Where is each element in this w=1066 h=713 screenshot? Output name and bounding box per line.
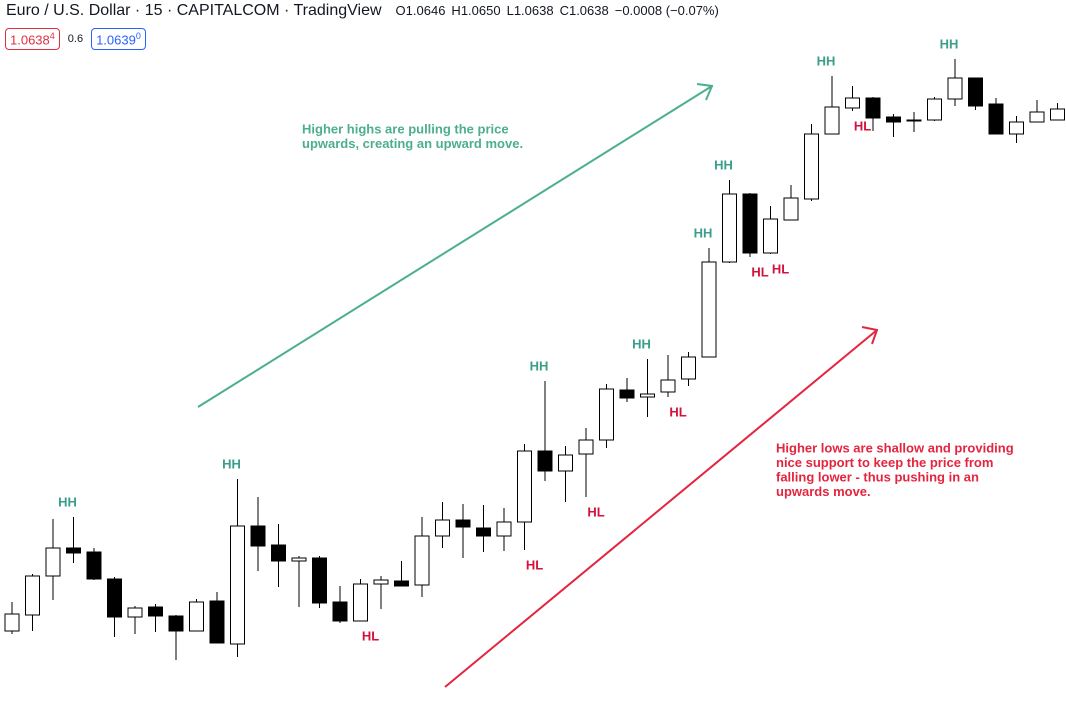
candle-body (230, 525, 245, 645)
hl-label: HL (587, 504, 604, 519)
candle-body (168, 615, 184, 632)
ask-button[interactable]: 1.06390 (91, 28, 146, 51)
candle-body (886, 116, 901, 123)
note-line: upwards move. (776, 484, 871, 499)
candle-body (496, 521, 512, 537)
candle-body (1050, 108, 1065, 121)
candle-body (660, 379, 676, 393)
symbol: Euro / U.S. Dollar · 15 · CAPITALCOM · T… (6, 2, 382, 19)
candle-body (578, 439, 594, 455)
candle-body (722, 193, 737, 263)
ohlc-key: H (451, 3, 461, 18)
candle-body (968, 77, 983, 107)
note-line: Higher lows are shallow and providing (776, 440, 1014, 455)
candle-body (988, 103, 1004, 135)
candle-body (127, 607, 143, 618)
ask: 1.0639 (96, 32, 136, 48)
ohlc-key: L (506, 3, 514, 18)
hl-label: HL (669, 404, 686, 419)
quotes: 1.06384 0.6 1.06390 (5, 28, 146, 51)
candle-body (640, 393, 655, 398)
candle-body (414, 535, 430, 586)
candle-body (681, 356, 696, 380)
candle-body (763, 218, 778, 254)
ask-frac: 0 (135, 31, 141, 41)
candle-body (291, 557, 307, 562)
ohlc: O1.0646 H1.0650 L1.0638 C1.0638 −0.0008 … (396, 3, 719, 18)
candle-body (845, 97, 860, 109)
candle-body (742, 193, 758, 254)
ohlc-value: 1.0646 (405, 3, 446, 18)
hh-label: HH (694, 225, 713, 240)
candle-body (107, 578, 122, 618)
candle-body (189, 601, 204, 632)
candle-body (558, 454, 573, 472)
bid-frac: 4 (49, 31, 55, 41)
red-arrow (444, 326, 879, 688)
header: Euro / U.S. Dollar · 15 · CAPITALCOM · T… (6, 2, 719, 20)
candle-body (148, 606, 163, 617)
candle-body (45, 547, 61, 577)
candle-body (537, 450, 553, 472)
hl-label: HL (854, 118, 871, 133)
hh-label: HH (530, 358, 549, 373)
hh-label: HH (940, 36, 959, 51)
ohlc-key: O (395, 3, 406, 18)
candle-body (804, 133, 819, 200)
candle-body (1009, 121, 1024, 135)
ohlc-value: 1.0638 (568, 3, 609, 18)
hh-label: HH (714, 157, 733, 172)
hh-label: HH (58, 494, 77, 509)
candle-body (619, 389, 635, 399)
candle-body (25, 575, 40, 616)
candle-body (927, 98, 942, 121)
candle-body (394, 580, 409, 587)
candle-body (476, 527, 491, 537)
green-arrow (197, 83, 714, 408)
candle-body (824, 106, 840, 135)
candle-body (599, 388, 614, 441)
hl-label: HL (751, 264, 768, 279)
ohlc-value: 1.0638 (513, 3, 554, 18)
candle-body (455, 519, 471, 528)
hl-label: HL (772, 261, 789, 276)
note-line: falling lower - thus pushing in an (776, 469, 979, 484)
ohlc-value: 1.0650 (460, 3, 501, 18)
candle-body (250, 525, 266, 547)
candle-body (332, 601, 348, 622)
candle-body (271, 544, 286, 562)
note-line: Higher highs are pulling the price (302, 121, 509, 136)
candle-body (906, 119, 922, 122)
candle-body (373, 579, 389, 585)
note-line: upwards, creating an upward move. (302, 136, 523, 151)
candle-body (312, 557, 327, 604)
change: −0.0008 (−0.07%) (614, 3, 719, 18)
candle-body (4, 613, 20, 632)
bid-button[interactable]: 1.06384 (5, 28, 60, 51)
candle-body (701, 261, 717, 358)
bid: 1.0638 (10, 32, 50, 48)
candle-body (517, 450, 532, 523)
candle-body (435, 519, 450, 537)
note-line: nice support to keep the price from (776, 455, 993, 470)
candle-body (353, 583, 368, 622)
candle-body (783, 197, 799, 221)
ohlc-key: C (559, 3, 569, 18)
candle-body (66, 547, 81, 554)
hh-label: HH (632, 336, 651, 351)
hh-label: HH (817, 53, 836, 68)
spread: 0.6 (67, 33, 84, 46)
candle-body (209, 600, 225, 644)
candle-body (865, 97, 881, 119)
hh-label: HH (222, 456, 241, 471)
hl-label: HL (362, 628, 379, 643)
candle-body (1029, 111, 1045, 123)
hl-label: HL (526, 557, 543, 572)
candle-body (86, 551, 102, 580)
candle-body (947, 77, 963, 100)
